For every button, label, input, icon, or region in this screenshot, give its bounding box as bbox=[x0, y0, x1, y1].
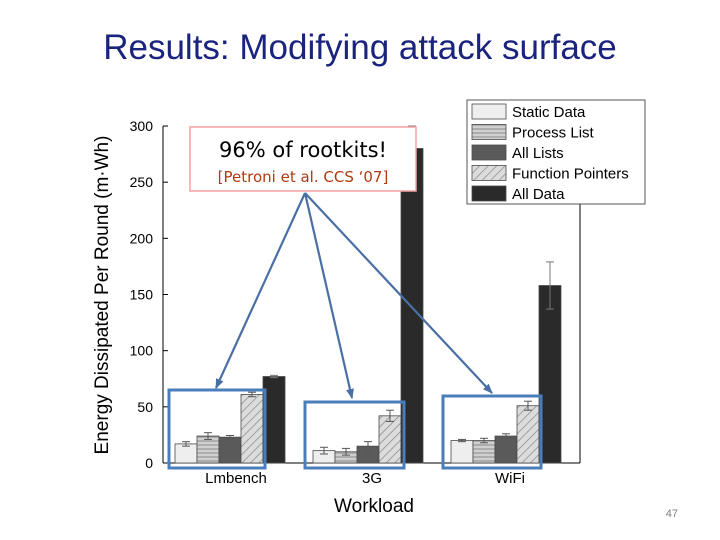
chart-legend: Static Data Process List All Lists Function… bbox=[466, 99, 646, 205]
legend-swatch bbox=[471, 144, 507, 161]
x-tick-label: Lmbench bbox=[205, 470, 267, 487]
callout-citation: [Petroni et al. CCS ‘07] bbox=[218, 168, 389, 186]
y-tick-label: 50 bbox=[137, 399, 153, 415]
bar-process-list bbox=[472, 440, 496, 464]
legend-swatch bbox=[471, 103, 507, 120]
slide-title: Results: Modifying attack surface bbox=[103, 28, 617, 67]
legend-label: Process List bbox=[512, 125, 595, 142]
highlight-box bbox=[303, 400, 406, 470]
bar-function-pointers bbox=[378, 415, 402, 464]
bar-all-lists bbox=[218, 436, 242, 464]
callout-box bbox=[189, 126, 417, 192]
y-tick-label: 0 bbox=[145, 455, 153, 471]
x-axis-title: Workload bbox=[334, 496, 414, 517]
legend-label: Function Pointers bbox=[512, 166, 629, 183]
page-number: 47 bbox=[665, 508, 678, 520]
x-tick-label: 3G bbox=[362, 470, 382, 487]
highlight-box bbox=[441, 394, 543, 470]
bar-static-data bbox=[174, 443, 198, 464]
legend-swatch bbox=[471, 124, 507, 140]
legend-swatch bbox=[471, 165, 507, 181]
bar-function-pointers bbox=[240, 394, 264, 464]
y-axis-title: Energy Dissipated Per Round (m·Wh) bbox=[92, 136, 113, 455]
y-tick-label: 300 bbox=[130, 118, 154, 134]
y-tick-label: 250 bbox=[130, 174, 154, 190]
y-tick-label: 150 bbox=[130, 287, 154, 303]
legend-swatch bbox=[471, 185, 507, 202]
callout-arrow bbox=[303, 192, 354, 399]
callout-headline: 96% of rootkits! bbox=[219, 138, 387, 162]
callout-arrow bbox=[304, 192, 493, 394]
bar-all-lists bbox=[494, 435, 518, 464]
chart-bars bbox=[174, 125, 562, 464]
bar-process-list bbox=[196, 435, 220, 464]
callout-arrow bbox=[214, 192, 307, 389]
bar-function-pointers bbox=[516, 405, 540, 464]
legend-label: All Lists bbox=[512, 145, 564, 162]
highlight-box bbox=[167, 388, 267, 470]
legend-label: Static Data bbox=[512, 104, 586, 121]
y-tick-label: 100 bbox=[130, 343, 154, 359]
y-tick-label: 200 bbox=[130, 230, 154, 246]
legend-label: All Data bbox=[512, 186, 565, 203]
bar-static-data bbox=[450, 440, 474, 464]
x-tick-label: WiFi bbox=[495, 470, 525, 487]
chart-annotations: 96% of rootkits! [Petroni et al. CCS ‘07] bbox=[167, 126, 543, 470]
